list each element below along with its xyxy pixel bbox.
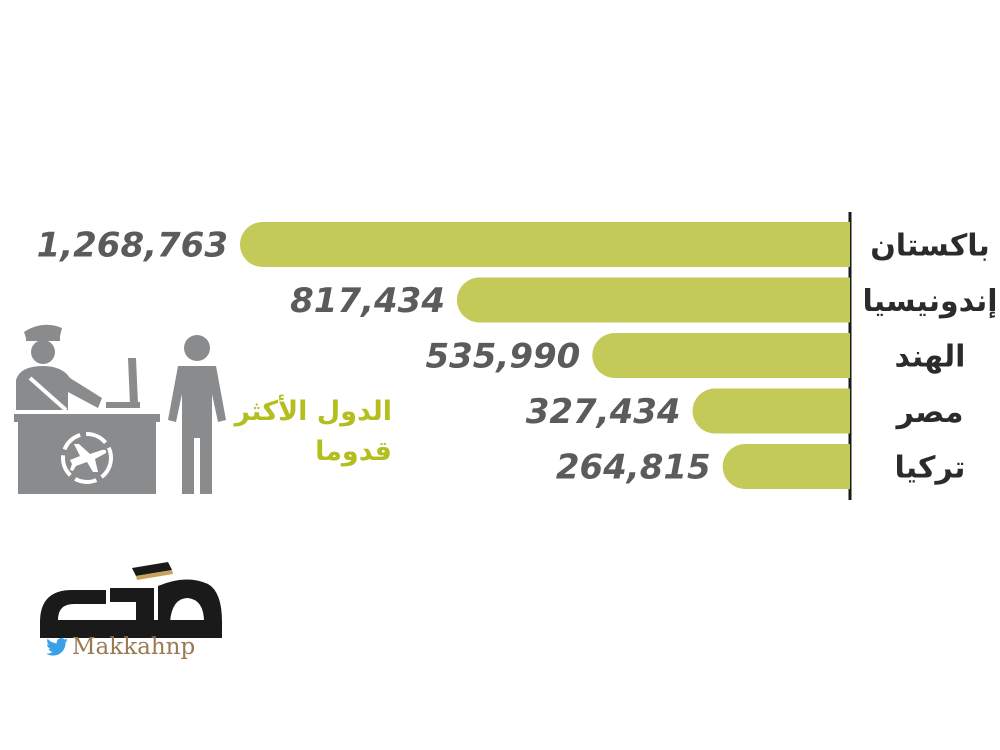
- bar: [692, 388, 850, 434]
- makkah-logo: [40, 562, 222, 638]
- bar-value-label: 264,815: [556, 448, 711, 488]
- category-label: تركيا: [895, 451, 966, 486]
- bar: [240, 222, 850, 267]
- bar: [722, 444, 850, 489]
- caption-line-2: قدوما: [315, 436, 392, 467]
- caption-line-1: الدول الأكثر: [234, 396, 392, 427]
- bar-value-label: 535,990: [425, 337, 580, 377]
- bar-value-label: 817,434: [290, 281, 445, 321]
- twitter-bird-icon: [46, 638, 68, 656]
- chart-caption: الدول الأكثر قدوما: [212, 392, 392, 472]
- bar-value-label: 327,434: [526, 392, 681, 432]
- bar: [592, 333, 850, 378]
- bar-value-label: 1,268,763: [37, 226, 228, 266]
- category-label: إندونيسيا: [862, 284, 997, 319]
- twitter-handle-text: Makkahnp: [72, 634, 196, 660]
- bars-layer: 1,268,763 باكستان 817,434 إندونيسيا 535,990 ا…: [37, 222, 998, 489]
- bar: [456, 277, 850, 323]
- category-label: مصر: [895, 395, 964, 430]
- category-label: الهند: [895, 340, 966, 375]
- category-label: باكستان: [870, 229, 990, 264]
- twitter-handle[interactable]: Makkahnp: [46, 634, 195, 660]
- passport-control-officer-and-traveler-icon: [14, 324, 226, 494]
